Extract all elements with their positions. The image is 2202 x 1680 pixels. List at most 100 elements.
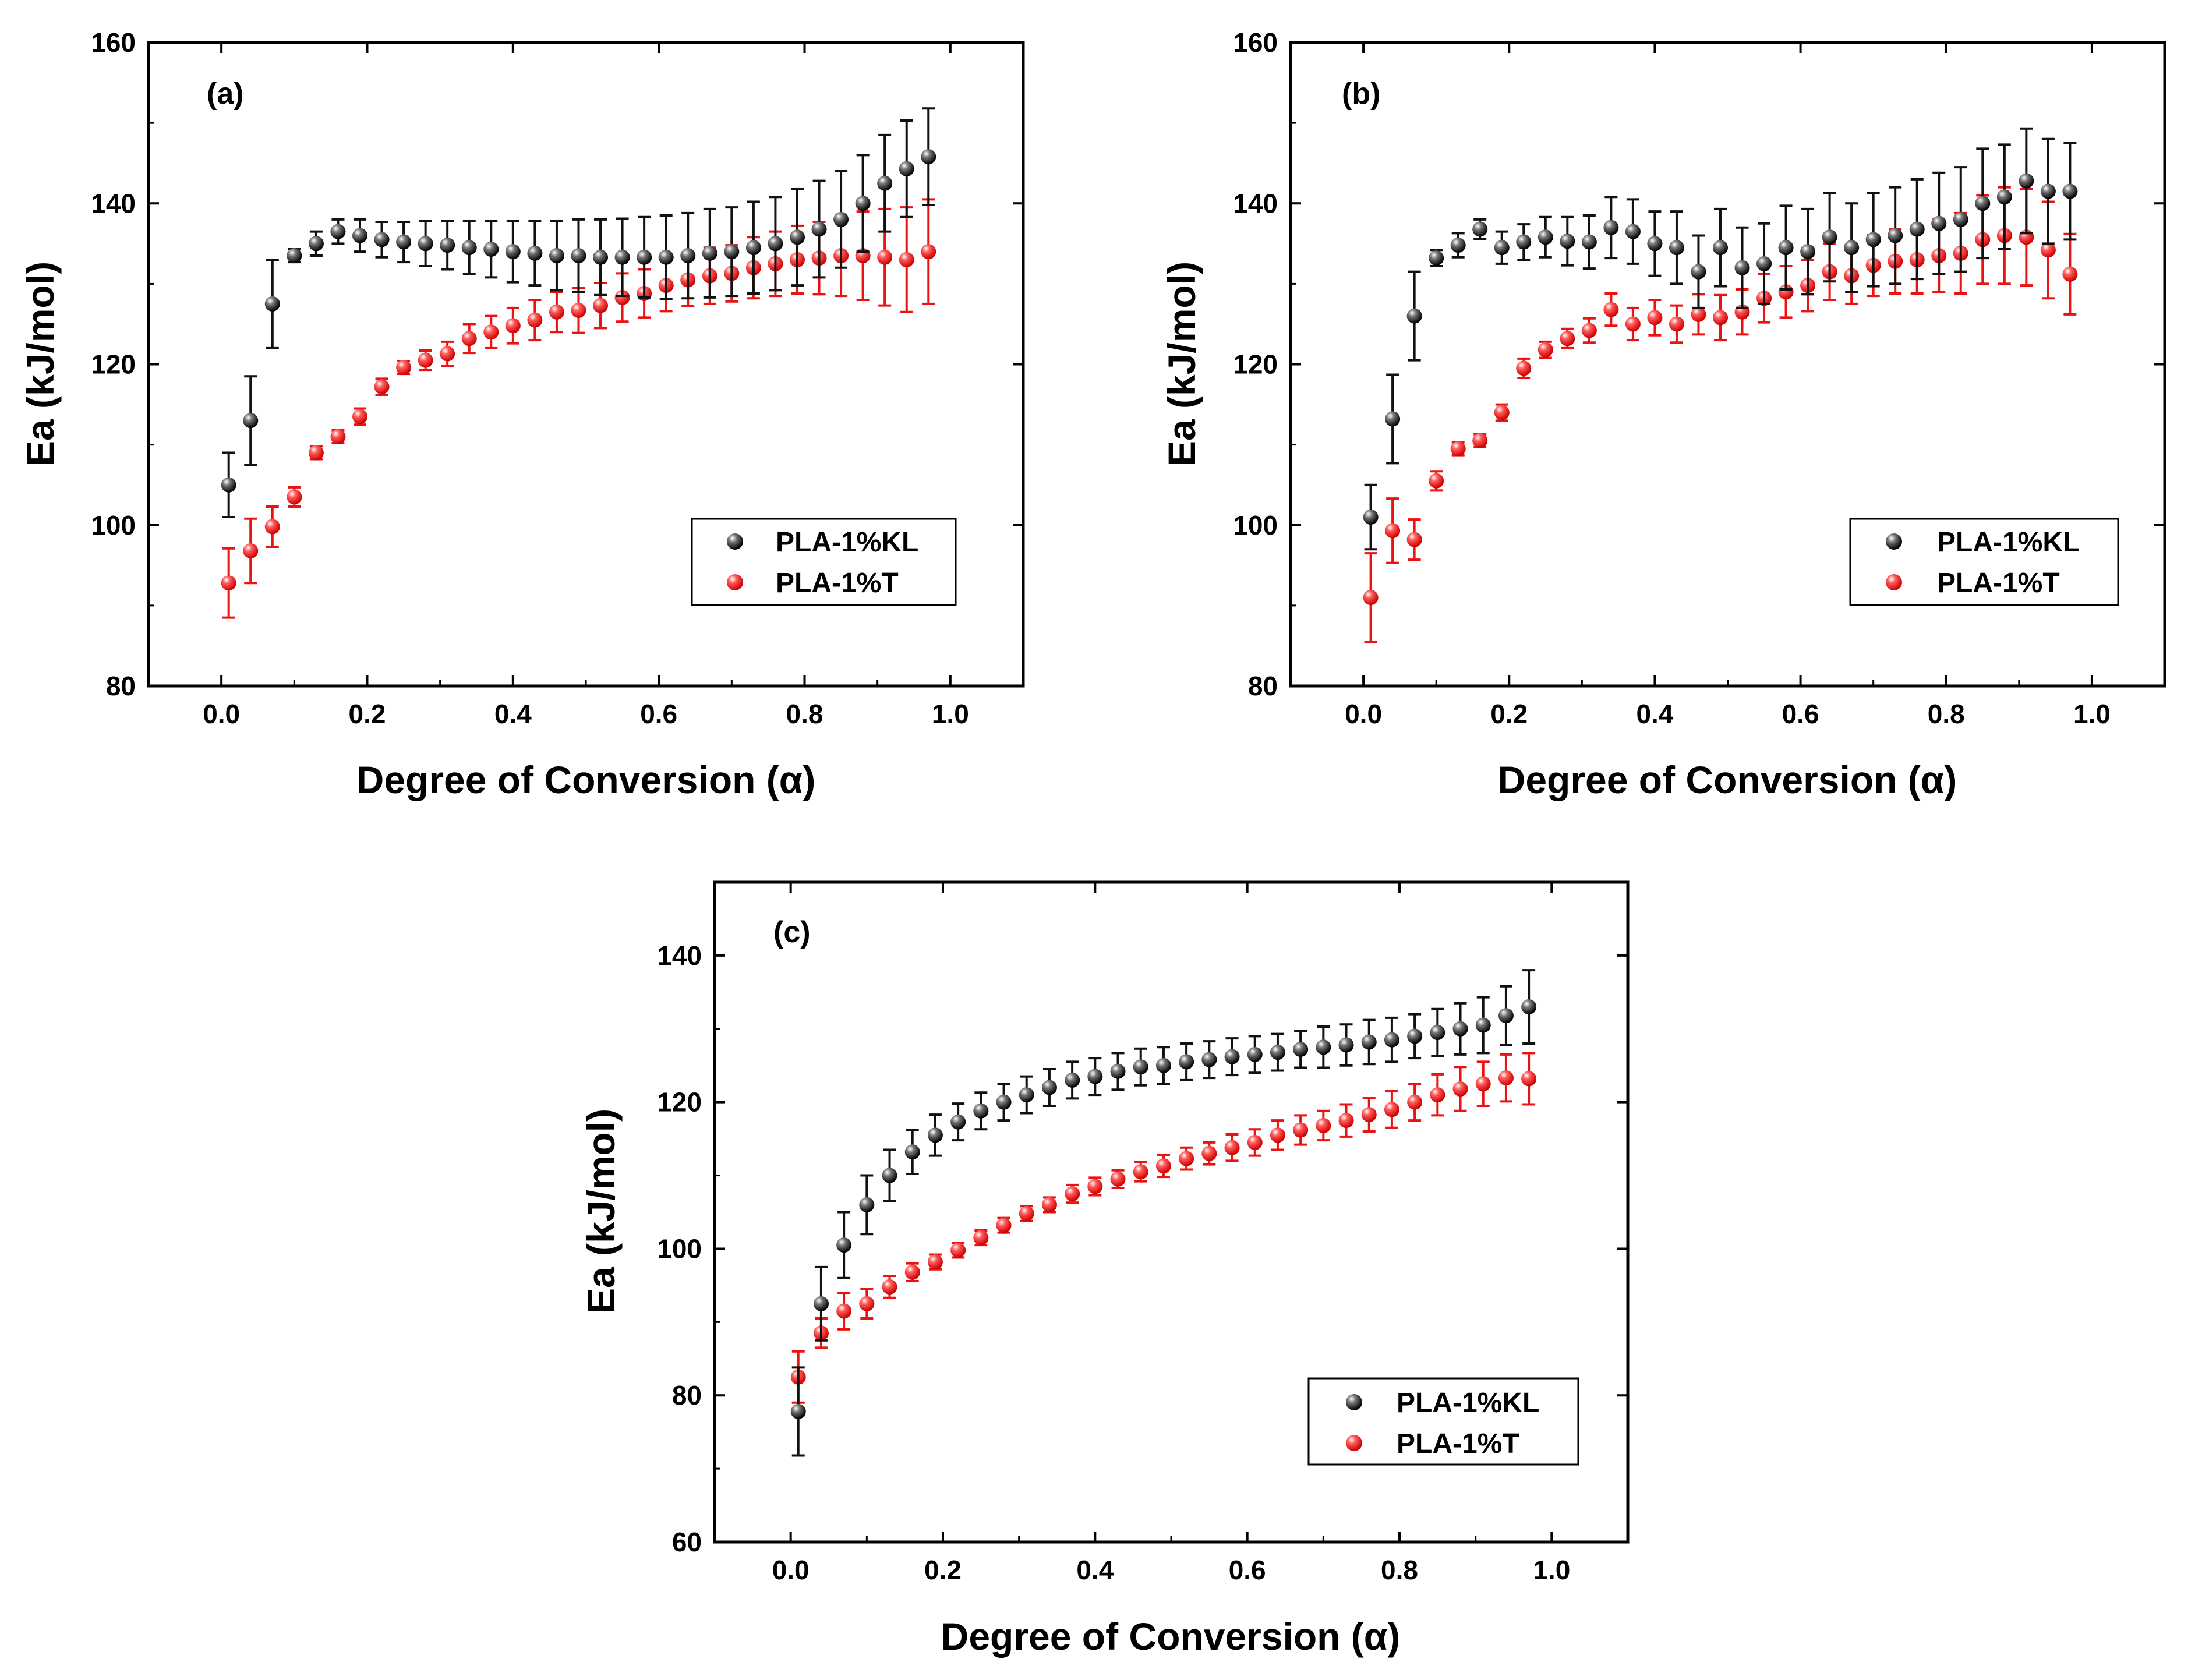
data-point-black-c-7 bbox=[950, 1114, 966, 1130]
data-point-black-a-14 bbox=[527, 245, 543, 261]
data-point-black-b-29 bbox=[1996, 189, 2012, 205]
data-point-red-b-14 bbox=[1669, 316, 1684, 332]
data-point-red-b-8 bbox=[1537, 342, 1553, 358]
data-point-black-a-5 bbox=[330, 224, 346, 239]
data-point-black-c-0 bbox=[790, 1403, 806, 1419]
data-point-black-c-20 bbox=[1247, 1046, 1263, 1062]
data-point-red-a-14 bbox=[527, 312, 543, 328]
data-point-black-a-24 bbox=[745, 240, 761, 256]
data-point-black-c-4 bbox=[882, 1168, 897, 1183]
data-point-black-a-3 bbox=[287, 248, 302, 264]
data-marks-a bbox=[221, 107, 936, 619]
data-point-red-c-5 bbox=[904, 1264, 920, 1280]
legend-marker-red-c bbox=[1346, 1435, 1362, 1451]
data-point-black-a-31 bbox=[899, 161, 914, 176]
data-point-black-b-31 bbox=[2040, 183, 2056, 199]
data-point-black-a-26 bbox=[789, 229, 805, 245]
data-point-red-c-2 bbox=[836, 1303, 852, 1319]
data-point-red-b-15 bbox=[1691, 306, 1706, 322]
data-point-red-b-7 bbox=[1516, 360, 1532, 376]
x-tick-label-c-0: 0.0 bbox=[772, 1555, 810, 1585]
data-point-black-c-26 bbox=[1384, 1032, 1399, 1048]
data-point-black-a-25 bbox=[768, 236, 783, 252]
data-point-black-a-13 bbox=[505, 244, 521, 260]
data-point-red-a-31 bbox=[899, 252, 914, 267]
data-point-black-a-22 bbox=[702, 245, 717, 261]
data-point-black-b-30 bbox=[2019, 173, 2034, 189]
data-point-black-a-28 bbox=[833, 211, 849, 227]
y-tick-label-b-0: 80 bbox=[1248, 671, 1278, 701]
data-point-black-b-15 bbox=[1691, 264, 1706, 280]
data-point-black-a-32 bbox=[921, 149, 936, 165]
data-point-red-c-11 bbox=[1041, 1197, 1057, 1212]
data-point-red-b-5 bbox=[1472, 433, 1488, 448]
y-tick-label-c-4: 140 bbox=[657, 940, 702, 971]
data-point-red-a-10 bbox=[440, 346, 455, 362]
data-point-red-c-29 bbox=[1452, 1081, 1468, 1097]
x-tick-label-a-0: 0.0 bbox=[203, 699, 240, 729]
data-point-red-a-6 bbox=[352, 409, 367, 425]
chart-panel-c: 0.0 0.2 0.4 0.6 0.8 1.0 60 80 100 120 140 (c) Degr… bbox=[579, 880, 1630, 1658]
data-point-red-a-9 bbox=[418, 352, 433, 368]
x-tick-label-a-5: 1.0 bbox=[932, 699, 969, 729]
data-point-black-b-0 bbox=[1363, 509, 1379, 525]
data-point-red-b-4 bbox=[1450, 441, 1466, 457]
data-point-red-c-17 bbox=[1179, 1151, 1194, 1166]
data-point-black-c-12 bbox=[1065, 1072, 1080, 1088]
data-point-black-b-6 bbox=[1494, 240, 1510, 256]
legend-c: PLA-1%KL PLA-1%T bbox=[1307, 1377, 1579, 1466]
data-point-red-c-6 bbox=[927, 1254, 943, 1270]
data-point-black-b-27 bbox=[1953, 211, 1968, 227]
data-point-red-c-15 bbox=[1133, 1164, 1148, 1180]
x-tick-label-b-2: 0.4 bbox=[1636, 699, 1673, 729]
data-point-red-b-31 bbox=[2040, 242, 2056, 258]
legend-marker-red-a bbox=[727, 574, 743, 590]
data-point-black-c-23 bbox=[1316, 1039, 1331, 1055]
data-point-black-c-29 bbox=[1452, 1021, 1468, 1037]
legend-label-red-a: PLA-1%T bbox=[776, 568, 899, 599]
data-point-red-c-8 bbox=[973, 1230, 989, 1246]
y-tick-label-b-2: 120 bbox=[1233, 349, 1278, 380]
data-point-red-c-19 bbox=[1224, 1140, 1240, 1155]
data-point-black-c-8 bbox=[973, 1103, 989, 1119]
x-tick-label-b-1: 0.2 bbox=[1490, 699, 1528, 729]
data-point-red-c-28 bbox=[1430, 1087, 1445, 1103]
x-axis-label-c: Degree of Conversion (α) bbox=[941, 1615, 1401, 1658]
axis-ticks-c: 0.0 0.2 0.4 0.6 0.8 1.0 60 80 100 120 140 bbox=[657, 881, 1629, 1585]
y-tick-label-c-0: 60 bbox=[672, 1527, 702, 1557]
data-point-black-a-16 bbox=[571, 248, 586, 264]
data-point-black-c-3 bbox=[859, 1197, 875, 1212]
data-point-red-b-19 bbox=[1778, 284, 1794, 300]
data-point-black-b-13 bbox=[1647, 236, 1663, 252]
y-tick-label-b-4: 160 bbox=[1233, 27, 1278, 58]
x-tick-label-b-5: 1.0 bbox=[2073, 699, 2111, 729]
data-point-black-a-15 bbox=[549, 248, 564, 264]
legend-b: PLA-1%KL PLA-1%T bbox=[1849, 518, 2119, 606]
data-point-black-a-6 bbox=[352, 228, 367, 243]
data-point-black-c-6 bbox=[927, 1127, 943, 1143]
data-point-red-c-27 bbox=[1407, 1094, 1423, 1110]
y-tick-label-a-1: 100 bbox=[91, 510, 136, 540]
data-point-red-c-25 bbox=[1361, 1107, 1377, 1123]
y-axis-label-a: Ea (kJ/mol) bbox=[19, 261, 62, 466]
data-point-black-c-25 bbox=[1361, 1034, 1377, 1050]
data-point-black-a-8 bbox=[396, 234, 412, 250]
data-point-black-b-19 bbox=[1778, 240, 1794, 256]
data-point-red-c-32 bbox=[1521, 1071, 1537, 1087]
data-point-black-a-17 bbox=[593, 249, 609, 265]
data-point-red-c-13 bbox=[1087, 1179, 1103, 1194]
data-point-black-b-10 bbox=[1581, 234, 1597, 250]
data-point-black-b-22 bbox=[1844, 240, 1860, 256]
data-point-black-b-17 bbox=[1734, 260, 1750, 275]
data-point-red-a-32 bbox=[921, 244, 936, 260]
data-point-red-a-3 bbox=[287, 489, 302, 505]
data-point-red-a-13 bbox=[505, 318, 521, 334]
data-point-red-a-16 bbox=[571, 302, 586, 318]
data-point-red-c-22 bbox=[1293, 1122, 1309, 1138]
legend-label-black-a: PLA-1%KL bbox=[776, 527, 918, 558]
data-point-red-c-23 bbox=[1316, 1117, 1331, 1133]
x-axis-label-b: Degree of Conversion (α) bbox=[1498, 758, 1957, 801]
axis-ticks-a: 0.0 0.2 0.4 0.6 0.8 1.0 80 100 120 140 160 bbox=[91, 27, 1024, 729]
chart-panel-b: 0.0 0.2 0.4 0.6 0.8 1.0 80 100 120 140 160 (b) Deg… bbox=[1160, 27, 2166, 801]
legend-marker-red-b bbox=[1886, 574, 1902, 590]
